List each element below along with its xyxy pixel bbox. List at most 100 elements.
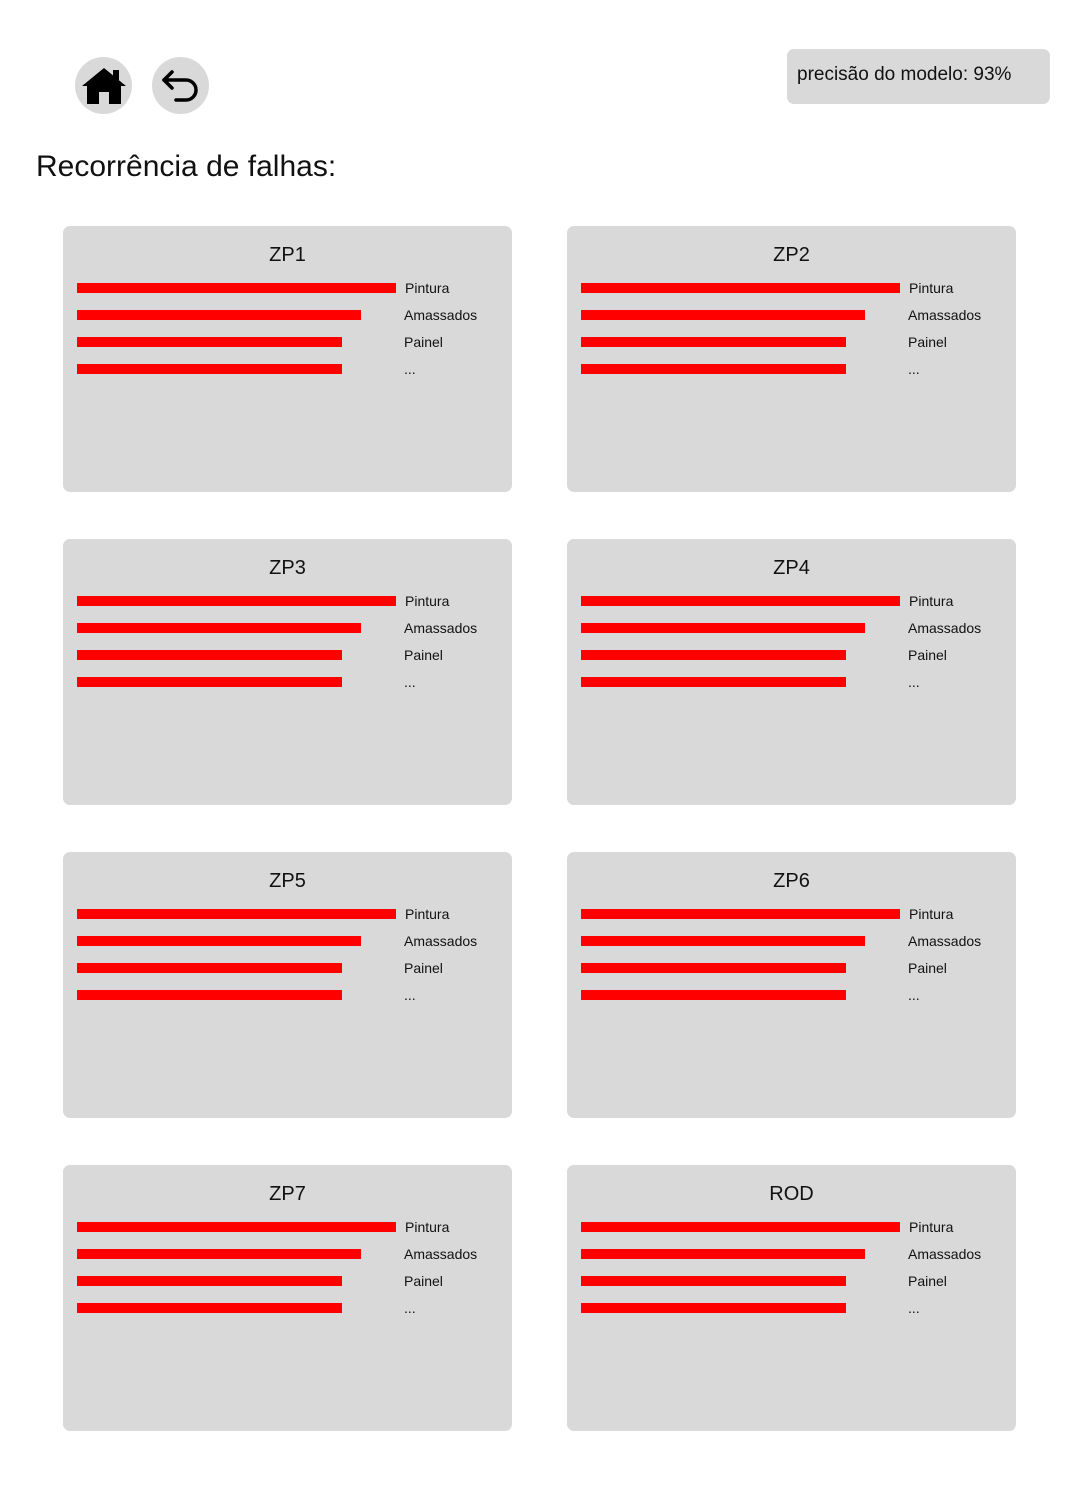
chart-category-label: Painel: [404, 647, 443, 663]
chart-bar-row: Painel: [77, 332, 497, 352]
chart-bar: [77, 364, 342, 374]
failure-chart-card: ZP4 Pintura Amassados Painel...: [567, 539, 1016, 805]
chart-bar-row: Amassados: [581, 305, 1001, 325]
chart-title: ZP5: [269, 870, 306, 892]
chart-bar: [581, 1222, 900, 1232]
chart-category-label: ...: [908, 1300, 920, 1316]
chart-bar: [581, 650, 846, 660]
chart-bar: [581, 283, 900, 293]
chart-bar-row: Painel: [77, 645, 497, 665]
chart-bar-row: ...: [77, 672, 497, 692]
chart-bar: [77, 990, 342, 1000]
chart-bar-row: ...: [581, 985, 1001, 1005]
home-icon: [81, 67, 126, 104]
chart-category-label: Painel: [908, 334, 947, 350]
chart-bar-row: Amassados: [581, 931, 1001, 951]
chart-category-label: Pintura: [405, 906, 450, 922]
chart-bar-row: ...: [581, 672, 1001, 692]
chart-bar-row: Pintura: [581, 591, 1001, 611]
chart-bar-row: Pintura: [77, 1217, 497, 1237]
chart-category-label: Pintura: [909, 280, 954, 296]
failure-chart-card: ZP3 Pintura Amassados Painel...: [63, 539, 512, 805]
chart-category-label: Painel: [908, 647, 947, 663]
chart-bar: [581, 1303, 846, 1313]
chart-category-label: Pintura: [405, 593, 450, 609]
chart-bar-row: Pintura: [581, 904, 1001, 924]
chart-bar-row: Painel: [581, 1271, 1001, 1291]
chart-category-label: Painel: [404, 960, 443, 976]
chart-title: ZP1: [269, 244, 306, 266]
failure-chart-card: ZP6 Pintura Amassados Painel...: [567, 852, 1016, 1118]
chart-bar: [77, 1303, 342, 1313]
chart-category-label: Amassados: [404, 620, 478, 636]
chart-category-label: Pintura: [405, 1219, 450, 1235]
chart-category-label: Painel: [404, 334, 443, 350]
chart-bar: [581, 963, 846, 973]
chart-bar: [581, 623, 865, 633]
chart-category-label: Pintura: [909, 906, 954, 922]
chart-bar: [581, 677, 846, 687]
failure-chart-card: ZP1 Pintura Amassados Painel...: [63, 226, 512, 492]
chart-category-label: Amassados: [404, 307, 478, 323]
chart-bar-row: Painel: [581, 645, 1001, 665]
chart-category-label: ...: [908, 674, 920, 690]
failure-chart-card: ZP2 Pintura Amassados Painel...: [567, 226, 1016, 492]
chart-bar-row: Amassados: [77, 931, 497, 951]
chart-bar-row: Pintura: [77, 904, 497, 924]
chart-bar-row: Amassados: [77, 1244, 497, 1264]
chart-bar: [77, 677, 342, 687]
chart-bar: [581, 337, 846, 347]
model-accuracy-badge: precisão do modelo: 93%: [787, 49, 1050, 104]
chart-category-label: Painel: [908, 960, 947, 976]
chart-bar: [77, 310, 361, 320]
chart-bar-row: Amassados: [77, 305, 497, 325]
back-button[interactable]: [152, 57, 209, 114]
chart-bar-row: Pintura: [581, 1217, 1001, 1237]
chart-bar-row: Amassados: [77, 618, 497, 638]
chart-title: ZP7: [269, 1183, 306, 1205]
chart-title: ZP2: [773, 244, 810, 266]
failure-chart-card: ROD Pintura Amassados Painel...: [567, 1165, 1016, 1431]
chart-category-label: ...: [404, 987, 416, 1003]
chart-category-label: ...: [908, 987, 920, 1003]
chart-bar: [77, 909, 396, 919]
chart-bar-row: ...: [581, 359, 1001, 379]
chart-category-label: Amassados: [908, 307, 982, 323]
chart-bar-row: Pintura: [77, 591, 497, 611]
chart-category-label: Amassados: [908, 1246, 982, 1262]
chart-bar-row: Pintura: [77, 278, 497, 298]
chart-bar-row: ...: [77, 359, 497, 379]
chart-title: ZP3: [269, 557, 306, 579]
chart-category-label: Painel: [908, 1273, 947, 1289]
chart-category-label: Amassados: [404, 1246, 478, 1262]
chart-bar: [581, 936, 865, 946]
failure-chart-card: ZP5 Pintura Amassados Painel...: [63, 852, 512, 1118]
chart-bar: [77, 963, 342, 973]
chart-bar: [581, 1249, 865, 1259]
chart-bar: [581, 364, 846, 374]
failure-chart-card: ZP7 Pintura Amassados Painel...: [63, 1165, 512, 1431]
page-title: Recorrência de falhas:: [36, 150, 337, 183]
chart-bar: [77, 283, 396, 293]
home-button[interactable]: [75, 57, 132, 114]
chart-category-label: Painel: [404, 1273, 443, 1289]
chart-bar: [77, 337, 342, 347]
chart-bar-row: ...: [77, 1298, 497, 1318]
chart-category-label: Pintura: [909, 1219, 954, 1235]
chart-category-label: Pintura: [405, 280, 450, 296]
chart-bar: [77, 1222, 396, 1232]
chart-bar-row: ...: [581, 1298, 1001, 1318]
chart-bar-row: Painel: [77, 958, 497, 978]
chart-bar: [77, 1276, 342, 1286]
chart-bar: [77, 936, 361, 946]
chart-bar-row: Painel: [77, 1271, 497, 1291]
chart-bar: [77, 623, 361, 633]
chart-bar-row: Painel: [581, 332, 1001, 352]
chart-category-label: ...: [404, 361, 416, 377]
chart-title: ZP6: [773, 870, 810, 892]
chart-bar-row: ...: [77, 985, 497, 1005]
undo-arrow-icon: [161, 69, 198, 102]
chart-bar: [77, 1249, 361, 1259]
chart-bar-row: Pintura: [581, 278, 1001, 298]
